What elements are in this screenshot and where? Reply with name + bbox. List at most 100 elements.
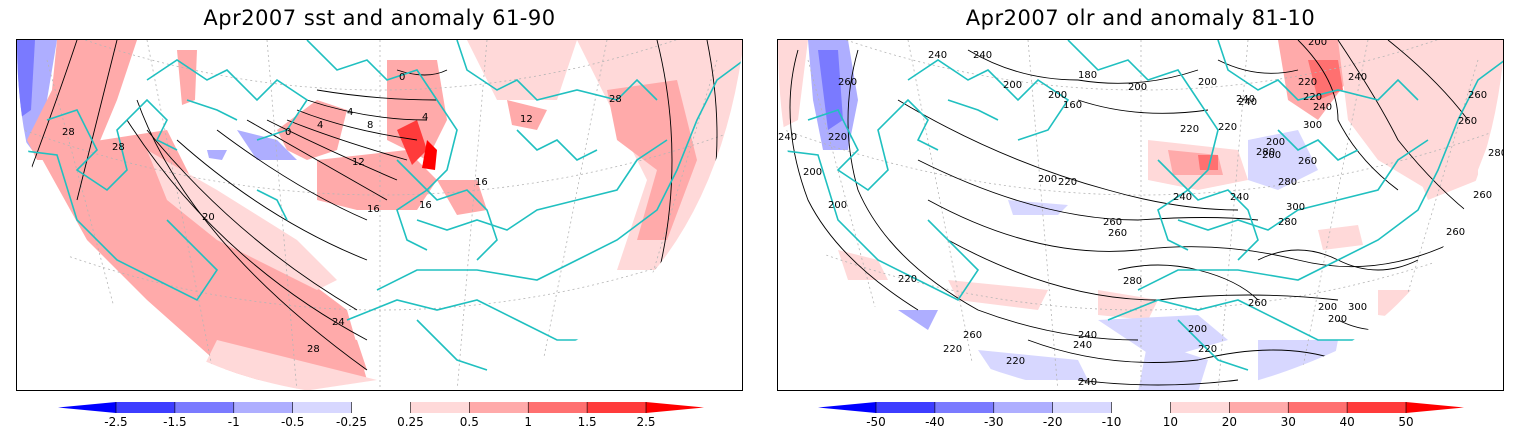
colorbar-label: 40 (1339, 415, 1354, 429)
contour-label: 240 (1230, 192, 1249, 203)
contour-label: 220 (828, 132, 847, 143)
colorbar-label: -50 (866, 415, 886, 429)
contour-label: 200 (828, 200, 847, 211)
contour-label: 28 (609, 94, 622, 105)
colorbar-box (351, 402, 411, 413)
colorbar-label: -40 (925, 415, 945, 429)
contour-label: 300 (1348, 302, 1367, 313)
contour-label: 280 (1278, 177, 1297, 188)
colorbar-box (587, 402, 647, 413)
contour-label: 220 (1006, 356, 1025, 367)
contour-label: 300 (1286, 202, 1305, 213)
colorbar-box (1347, 402, 1407, 413)
contour-label: 28 (307, 344, 320, 355)
contour-label: 200 (1003, 80, 1022, 91)
contour-label: 260 (1446, 227, 1465, 238)
contour-label: 240 (1173, 192, 1192, 203)
contour-label: 280 (1123, 276, 1142, 287)
sst-map-title: Apr2007 sst and anomaly 61-90 (203, 6, 556, 30)
contour-label: 280 (1488, 148, 1504, 159)
olr-coastlines (778, 40, 1503, 371)
colorbar-label: -0.5 (281, 415, 304, 429)
contour-label: 12 (520, 114, 533, 125)
contour-label: 260 (1298, 156, 1317, 167)
colorbar-label: 50 (1398, 415, 1413, 429)
colorbar-label: 0.25 (397, 415, 424, 429)
contour-label: 240 (1236, 94, 1255, 105)
contour-label: 160 (1063, 100, 1082, 111)
contour-label: 220 (1218, 122, 1237, 133)
colorbar-label: -0.25 (336, 415, 367, 429)
sst-map-canvas: 28 28 20 24 28 16 12 8 4 0 4 0 4 16 16 1… (17, 40, 742, 390)
contour-label: 260 (1458, 116, 1477, 127)
olr-colorbar-canvas: -50 -40 -30 -20 -10 10 20 30 40 50 (818, 402, 1464, 429)
contour-label: 220 (1198, 344, 1217, 355)
sst-colorbar: -2.5 -1.5 -1 -0.5 -0.25 0.25 0.5 1 1.5 2.5 (58, 400, 704, 429)
colorbar-box (1170, 402, 1230, 413)
contour-label: 28 (112, 142, 125, 153)
contour-label: 12 (352, 157, 365, 168)
contour-label: 200 (1038, 174, 1057, 185)
contour-label: 4 (422, 112, 428, 123)
contour-label: 260 (1108, 228, 1127, 239)
contour-label: 200 (1262, 150, 1281, 161)
contour-label: 220 (1303, 92, 1322, 103)
contour-label: 260 (1473, 190, 1492, 201)
colorbar-arrow-high (646, 402, 704, 413)
contour-label: 240 (1348, 72, 1367, 83)
colorbar-label: 2.5 (636, 415, 655, 429)
contour-label: 300 (1303, 120, 1322, 131)
contour-label: 220 (1180, 124, 1199, 135)
sst-anomaly-map: 28 28 20 24 28 16 12 8 4 0 4 0 4 16 16 1… (16, 39, 743, 391)
contour-label: 260 (1248, 298, 1267, 309)
contour-label: 16 (367, 204, 380, 215)
colorbar-label: -10 (1102, 415, 1122, 429)
contour-label: 240 (1238, 97, 1257, 108)
contour-label: 0 (285, 127, 291, 138)
colorbar-box (934, 402, 995, 413)
contour-label: 240 (778, 132, 797, 143)
olr-colorbar: -50 -40 -30 -20 -10 10 20 30 40 50 (818, 400, 1464, 429)
olr-map-title: Apr2007 olr and anomaly 81-10 (965, 6, 1316, 30)
contour-label: 240 (1078, 330, 1097, 341)
contour-label: 0 (399, 72, 405, 83)
contour-label: 200 (1198, 77, 1217, 88)
contour-label: 200 (1048, 90, 1067, 101)
sst-colorbar-canvas: -2.5 -1.5 -1 -0.5 -0.25 0.25 0.5 1 1.5 2.5 (58, 402, 704, 429)
colorbar-box (1052, 402, 1113, 413)
contour-label: 220 (898, 274, 917, 285)
contour-label: 260 (963, 330, 982, 341)
olr-anomaly-map: 240 260 240 220 200 200 240 200 180 200 … (777, 39, 1504, 391)
colorbar-box (1111, 402, 1171, 413)
contour-label: 240 (1078, 377, 1097, 388)
colorbar-box (116, 402, 176, 413)
sst-contours (26, 40, 718, 371)
contour-label: 28 (62, 127, 75, 138)
colorbar-label: -2.5 (104, 415, 127, 429)
contour-label: 180 (1078, 70, 1097, 81)
colorbar-arrow-high (1406, 402, 1464, 413)
colorbar-label: 10 (1163, 415, 1178, 429)
contour-label: 240 (1073, 340, 1092, 351)
contour-label: 220 (1298, 77, 1317, 88)
sst-contour-labels: 28 28 20 24 28 16 12 8 4 0 4 0 4 16 16 1… (62, 72, 622, 355)
colorbar-box (469, 402, 529, 413)
contour-label: 200 (1188, 324, 1207, 335)
colorbar-box (876, 402, 936, 413)
sst-coastlines (17, 40, 742, 371)
contour-label: 200 (1318, 302, 1337, 313)
colorbar-label: 30 (1281, 415, 1296, 429)
contour-label: 280 (1278, 217, 1297, 228)
contour-label: 280 (1256, 147, 1275, 158)
contour-label: 260 (1468, 90, 1487, 101)
colorbar-label: 1 (524, 415, 532, 429)
colorbar-box (1288, 402, 1348, 413)
contour-label: 260 (838, 77, 857, 88)
contour-label: 200 (1128, 82, 1147, 93)
colorbar-label: -1 (228, 415, 240, 429)
contour-label: 240 (973, 50, 992, 61)
colorbar-label: -20 (1043, 415, 1063, 429)
contour-label: 24 (332, 317, 345, 328)
contour-label: 20 (202, 212, 215, 223)
colorbar-box (292, 402, 353, 413)
